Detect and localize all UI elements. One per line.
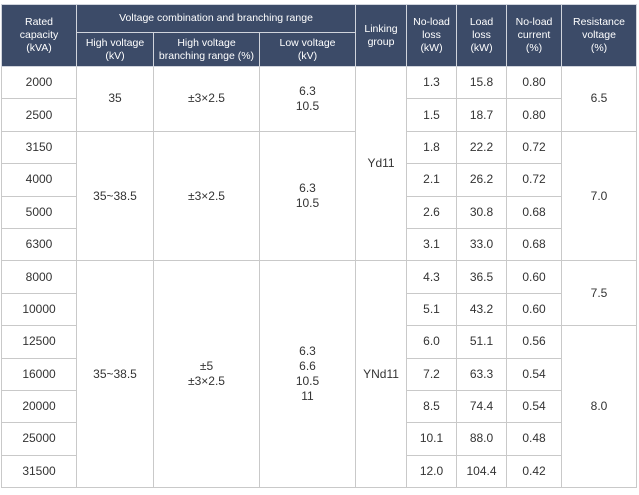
- table-cell: 8.5: [406, 389, 458, 424]
- table-cell: 0.80: [506, 65, 563, 100]
- table-cell: 4000: [1, 163, 77, 197]
- table-row: 31500 12.0 104.4 0.42: [1, 454, 637, 489]
- header-cell: No-load current (%): [506, 4, 563, 67]
- table-cell: 3150: [1, 130, 77, 165]
- table-cell: ±5 ±3×2.5: [153, 260, 260, 489]
- table-cell: 6.3 10.5: [258, 66, 357, 132]
- table-cell: 2000: [1, 65, 77, 100]
- header-cell: High voltage branching range (%): [153, 32, 260, 67]
- table-row: 16000 7.2 63.3 0.54: [1, 357, 637, 391]
- header-cell: Resistance voltage (%): [561, 4, 638, 67]
- table-cell: YNd11: [355, 260, 408, 489]
- table-cell: 26.2: [456, 163, 508, 197]
- table-cell: 7.2: [406, 357, 458, 391]
- table-cell: 25000: [1, 422, 77, 456]
- table-cell: 5000: [1, 195, 77, 229]
- table-cell: 30.8: [456, 195, 508, 229]
- table-cell: 0.72: [506, 130, 563, 165]
- table-cell: 0.68: [506, 227, 563, 262]
- table-cell: 0.42: [506, 454, 563, 489]
- table-cell: 22.2: [456, 130, 508, 165]
- table-cell: 8.0: [561, 325, 638, 489]
- table-cell: 51.1: [456, 325, 508, 359]
- table-cell: 6300: [1, 227, 77, 262]
- table-body: 2000 35 ±3×2.5 6.3 10.5 Yd11 1.3 15.8 0.80 6.5 25…: [1, 65, 638, 489]
- table-cell: 4.3: [406, 260, 458, 294]
- table-cell: 1.5: [406, 98, 458, 132]
- table-cell: 10.1: [406, 422, 458, 456]
- table-cell: 33.0: [456, 227, 508, 262]
- table-cell: 0.48: [506, 422, 563, 456]
- table-cell: 2.6: [406, 195, 458, 229]
- table-cell: 10000: [1, 292, 77, 327]
- table-cell: 20000: [1, 389, 77, 424]
- table-row: 2000 35 ±3×2.5 6.3 10.5 Yd11 1.3 15.8 0.80 6.5: [1, 65, 638, 262]
- header-cell: Voltage combination and branching range: [75, 4, 357, 33]
- table-cell: 2.1: [406, 163, 458, 197]
- table-cell: 35~38.5: [76, 260, 154, 489]
- table-cell: 104.4: [456, 454, 508, 489]
- table-cell: 0.72: [506, 163, 563, 197]
- header-cell: Load loss (kW): [456, 4, 508, 67]
- table-cell: 12500: [1, 325, 77, 359]
- table-row: 5000 2.6 30.8 0.68: [1, 195, 637, 229]
- table-cell: 1.3: [406, 65, 458, 100]
- table-cell: 43.2: [456, 292, 508, 327]
- header-cell: Low voltage (kV): [258, 32, 357, 67]
- header-cell: Linking group: [355, 4, 408, 67]
- table-cell: 6.3 6.6 10.5 11: [258, 260, 357, 489]
- table-cell: 18.7: [456, 98, 508, 132]
- table-cell: ±3×2.5: [153, 66, 260, 132]
- table-cell: 0.68: [506, 195, 563, 229]
- table-cell: 0.54: [506, 357, 563, 391]
- header-cell: No-load loss (kW): [406, 4, 458, 67]
- table-cell: 0.60: [506, 292, 563, 327]
- table-cell: 1.8: [406, 130, 458, 165]
- table-row: 10000 5.1 43.2 0.60: [1, 292, 637, 327]
- table-cell: 5.1: [406, 292, 458, 327]
- table-cell: 35: [76, 66, 154, 132]
- table-cell: 3.1: [406, 227, 458, 262]
- table-cell: 35~38.5: [76, 130, 154, 262]
- table-cell: 36.5: [456, 260, 508, 294]
- table-row: 6300 3.1 33.0 0.68: [1, 227, 637, 262]
- table-cell: 0.80: [506, 98, 563, 132]
- table-cell: 0.56: [506, 325, 563, 359]
- table-row: 4000 2.1 26.2 0.72: [1, 163, 637, 197]
- table-cell: 6.5: [561, 66, 638, 132]
- table-cell: 6.0: [406, 325, 458, 359]
- table-row: 8000 35~38.5 ±5 ±3×2.5 6.3 6.6 10.5 11 YNd11…: [1, 260, 638, 489]
- table-cell: 88.0: [456, 422, 508, 456]
- table-row: 20000 8.5 74.4 0.54: [1, 389, 637, 424]
- table-cell: 63.3: [456, 357, 508, 391]
- table-cell: 7.0: [561, 130, 638, 262]
- table-cell: 7.5: [561, 260, 638, 327]
- table-cell: 31500: [1, 454, 77, 489]
- table-cell: 6.3 10.5: [258, 130, 357, 262]
- table-row: 12500 6.0 51.1 0.56 8.0: [1, 325, 638, 489]
- table-cell: 15.8: [456, 65, 508, 100]
- table-cell: 74.4: [456, 389, 508, 424]
- header-cell: High voltage (kV): [76, 32, 154, 67]
- table-cell: Yd11: [355, 65, 408, 262]
- table-cell: 0.60: [506, 260, 563, 294]
- table-cell: 0.54: [506, 389, 563, 424]
- table-cell: 2500: [1, 98, 77, 132]
- table-row: 3150 35~38.5 ±3×2.5 6.3 10.5 1.8 22.2 0.72 7.0: [1, 130, 638, 262]
- table-cell: 12.0: [406, 454, 458, 489]
- table-cell: 16000: [1, 357, 77, 391]
- table-cell: 8000: [1, 260, 77, 294]
- table-row: 2500 1.5 18.7 0.80: [1, 98, 637, 132]
- spec-table: Rated capacity (kVA) Voltage combination…: [1, 4, 638, 489]
- table-cell: ±3×2.5: [153, 130, 260, 262]
- header-cell: Rated capacity (kVA): [1, 4, 77, 67]
